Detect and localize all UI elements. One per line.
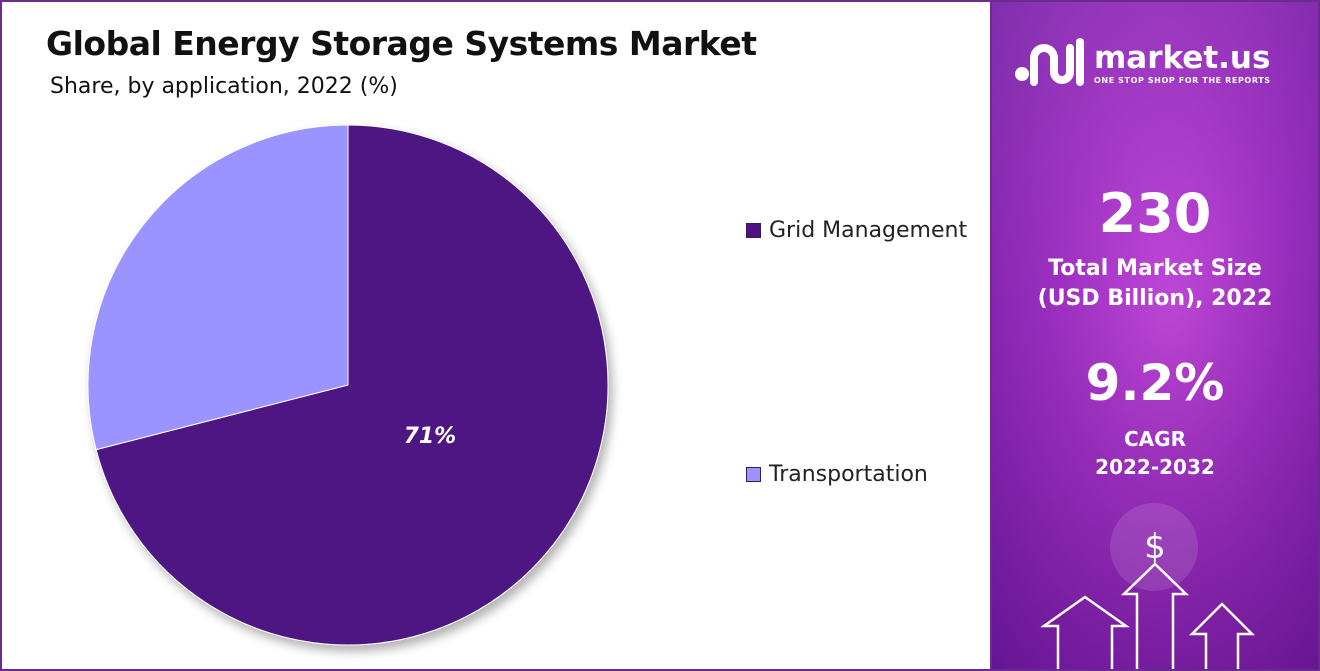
coin-icon	[1110, 503, 1198, 591]
market-size-label-line1: Total Market Size	[1048, 256, 1262, 281]
market-size-value: 230	[1098, 182, 1212, 245]
pie-chart: 71%	[87, 124, 609, 646]
arrow-up-icon-center	[1120, 562, 1190, 669]
legend-swatch-grid-management	[746, 223, 761, 238]
growth-arrows-decoration: $	[1040, 503, 1256, 669]
pie-slice-transportation	[87, 124, 349, 451]
cagr-label-line2: 2022-2032	[1095, 455, 1215, 479]
market-size-label-line2: (USD Billion), 2022	[1037, 286, 1273, 311]
chart-panel: Global Energy Storage Systems Market Sha…	[2, 2, 990, 669]
pie-slice-grid-management	[95, 124, 609, 646]
panel-divider	[990, 2, 992, 669]
arrow-up-icon-left	[1040, 595, 1130, 669]
legend-label-transportation: Transportation	[769, 462, 928, 487]
stats-sidebar: market.us ONE STOP SHOP FOR THE REPORTS …	[992, 2, 1318, 669]
chart-legend: Grid Management Transportation	[746, 212, 976, 512]
legend-item-transportation: Transportation	[746, 456, 969, 494]
legend-swatch-transportation	[746, 467, 761, 482]
dollar-icon: $	[1144, 527, 1166, 567]
brand-name: market.us	[1094, 40, 1271, 76]
brand-tagline: ONE STOP SHOP FOR THE REPORTS	[1094, 76, 1271, 85]
pie-data-label-grid-management: 71%	[404, 424, 457, 449]
legend-item-grid-management: Grid Management	[746, 212, 969, 250]
chart-subtitle: Share, by application, 2022 (%)	[50, 74, 398, 99]
chart-title: Global Energy Storage Systems Market	[46, 24, 757, 63]
cagr-label-line1: CAGR	[1124, 427, 1186, 451]
cagr-value: 9.2%	[1085, 354, 1225, 412]
arrow-up-icon-right	[1188, 602, 1256, 669]
brand-logo: market.us ONE STOP SHOP FOR THE REPORTS	[1014, 38, 1304, 98]
legend-label-grid-management: Grid Management	[769, 218, 968, 243]
brand-mark-icon	[1015, 38, 1084, 86]
